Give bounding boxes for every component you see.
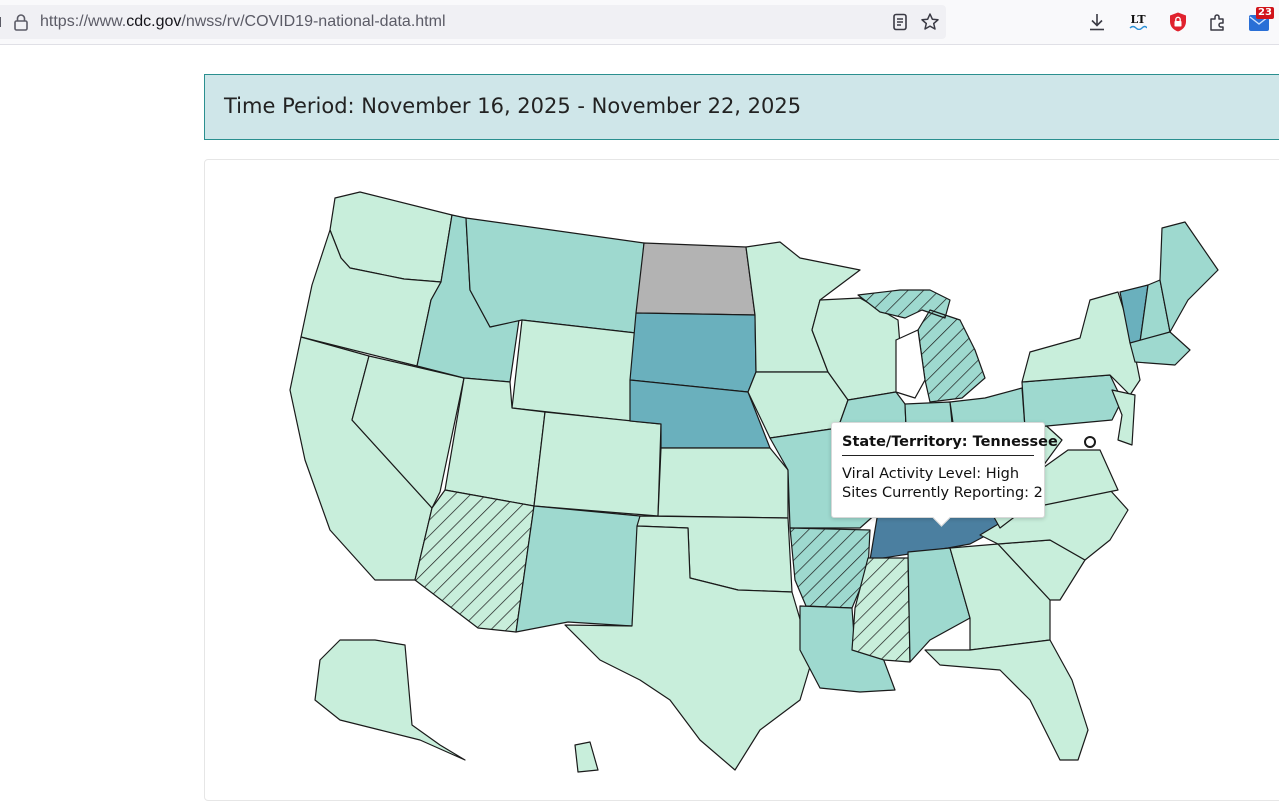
state-al[interactable] (907, 547, 971, 663)
state-mt[interactable] (465, 217, 645, 334)
url-text[interactable]: https://www.cdc.gov/nwss/rv/COVID19-nati… (40, 13, 446, 31)
languagetool-icon[interactable]: LT (1127, 11, 1149, 33)
state-ks[interactable] (657, 447, 789, 519)
state-me[interactable] (1159, 221, 1219, 333)
state-tx[interactable] (564, 525, 813, 771)
us-viral-activity-map (289, 191, 1219, 773)
extensions-puzzle-icon[interactable] (1208, 12, 1228, 32)
state-fl[interactable] (924, 639, 1089, 761)
state-nj[interactable] (1111, 389, 1136, 446)
time-period-text: Time Period: November 16, 2025 - Novembe… (224, 94, 802, 118)
tooltip-activity-level: Viral Activity Level: High (842, 466, 1020, 482)
dc-marker[interactable] (1084, 436, 1096, 448)
state-co[interactable] (533, 411, 662, 517)
state-tooltip: State/Territory: Tennessee Viral Activit… (831, 422, 1058, 527)
tooltip-sites-reporting: Sites Currently Reporting: 2 (842, 485, 1043, 501)
address-bar[interactable]: https://www.cdc.gov/nwss/rv/COVID19-nati… (0, 5, 946, 39)
download-icon[interactable] (1087, 12, 1107, 32)
tooltip-title: State/Territory: Tennessee (842, 434, 1058, 456)
time-period-banner: Time Period: November 16, 2025 - Novembe… (204, 74, 1279, 140)
shield-extension-icon[interactable] (1167, 11, 1189, 33)
url-host: cdc.gov (126, 13, 182, 30)
url-prefix: https://www. (40, 13, 127, 30)
state-wy[interactable] (511, 319, 637, 422)
state-az[interactable] (414, 489, 535, 633)
state-nd[interactable] (635, 242, 756, 316)
state-pa[interactable] (1021, 374, 1123, 429)
notification-badge: 23 (1256, 7, 1274, 19)
languagetool-label: LT (1130, 13, 1146, 26)
state-ak[interactable] (314, 639, 466, 761)
state-sd[interactable] (629, 312, 757, 393)
mail-extension-icon[interactable]: 23 (1248, 7, 1274, 33)
great-lakes (895, 329, 926, 399)
reader-view-icon[interactable] (891, 13, 909, 31)
state-mi[interactable] (857, 289, 986, 403)
state-nm[interactable] (515, 505, 641, 633)
state-la[interactable] (799, 605, 896, 693)
url-path: /nwss/rv/COVID19-national-data.html (181, 13, 446, 30)
state-hi[interactable] (574, 741, 599, 773)
bookmark-star-icon[interactable] (920, 12, 940, 32)
browser-toolbar: https://www.cdc.gov/nwss/rv/COVID19-nati… (0, 0, 1279, 45)
state-ma[interactable] (1129, 331, 1191, 366)
lock-icon[interactable] (13, 13, 29, 31)
